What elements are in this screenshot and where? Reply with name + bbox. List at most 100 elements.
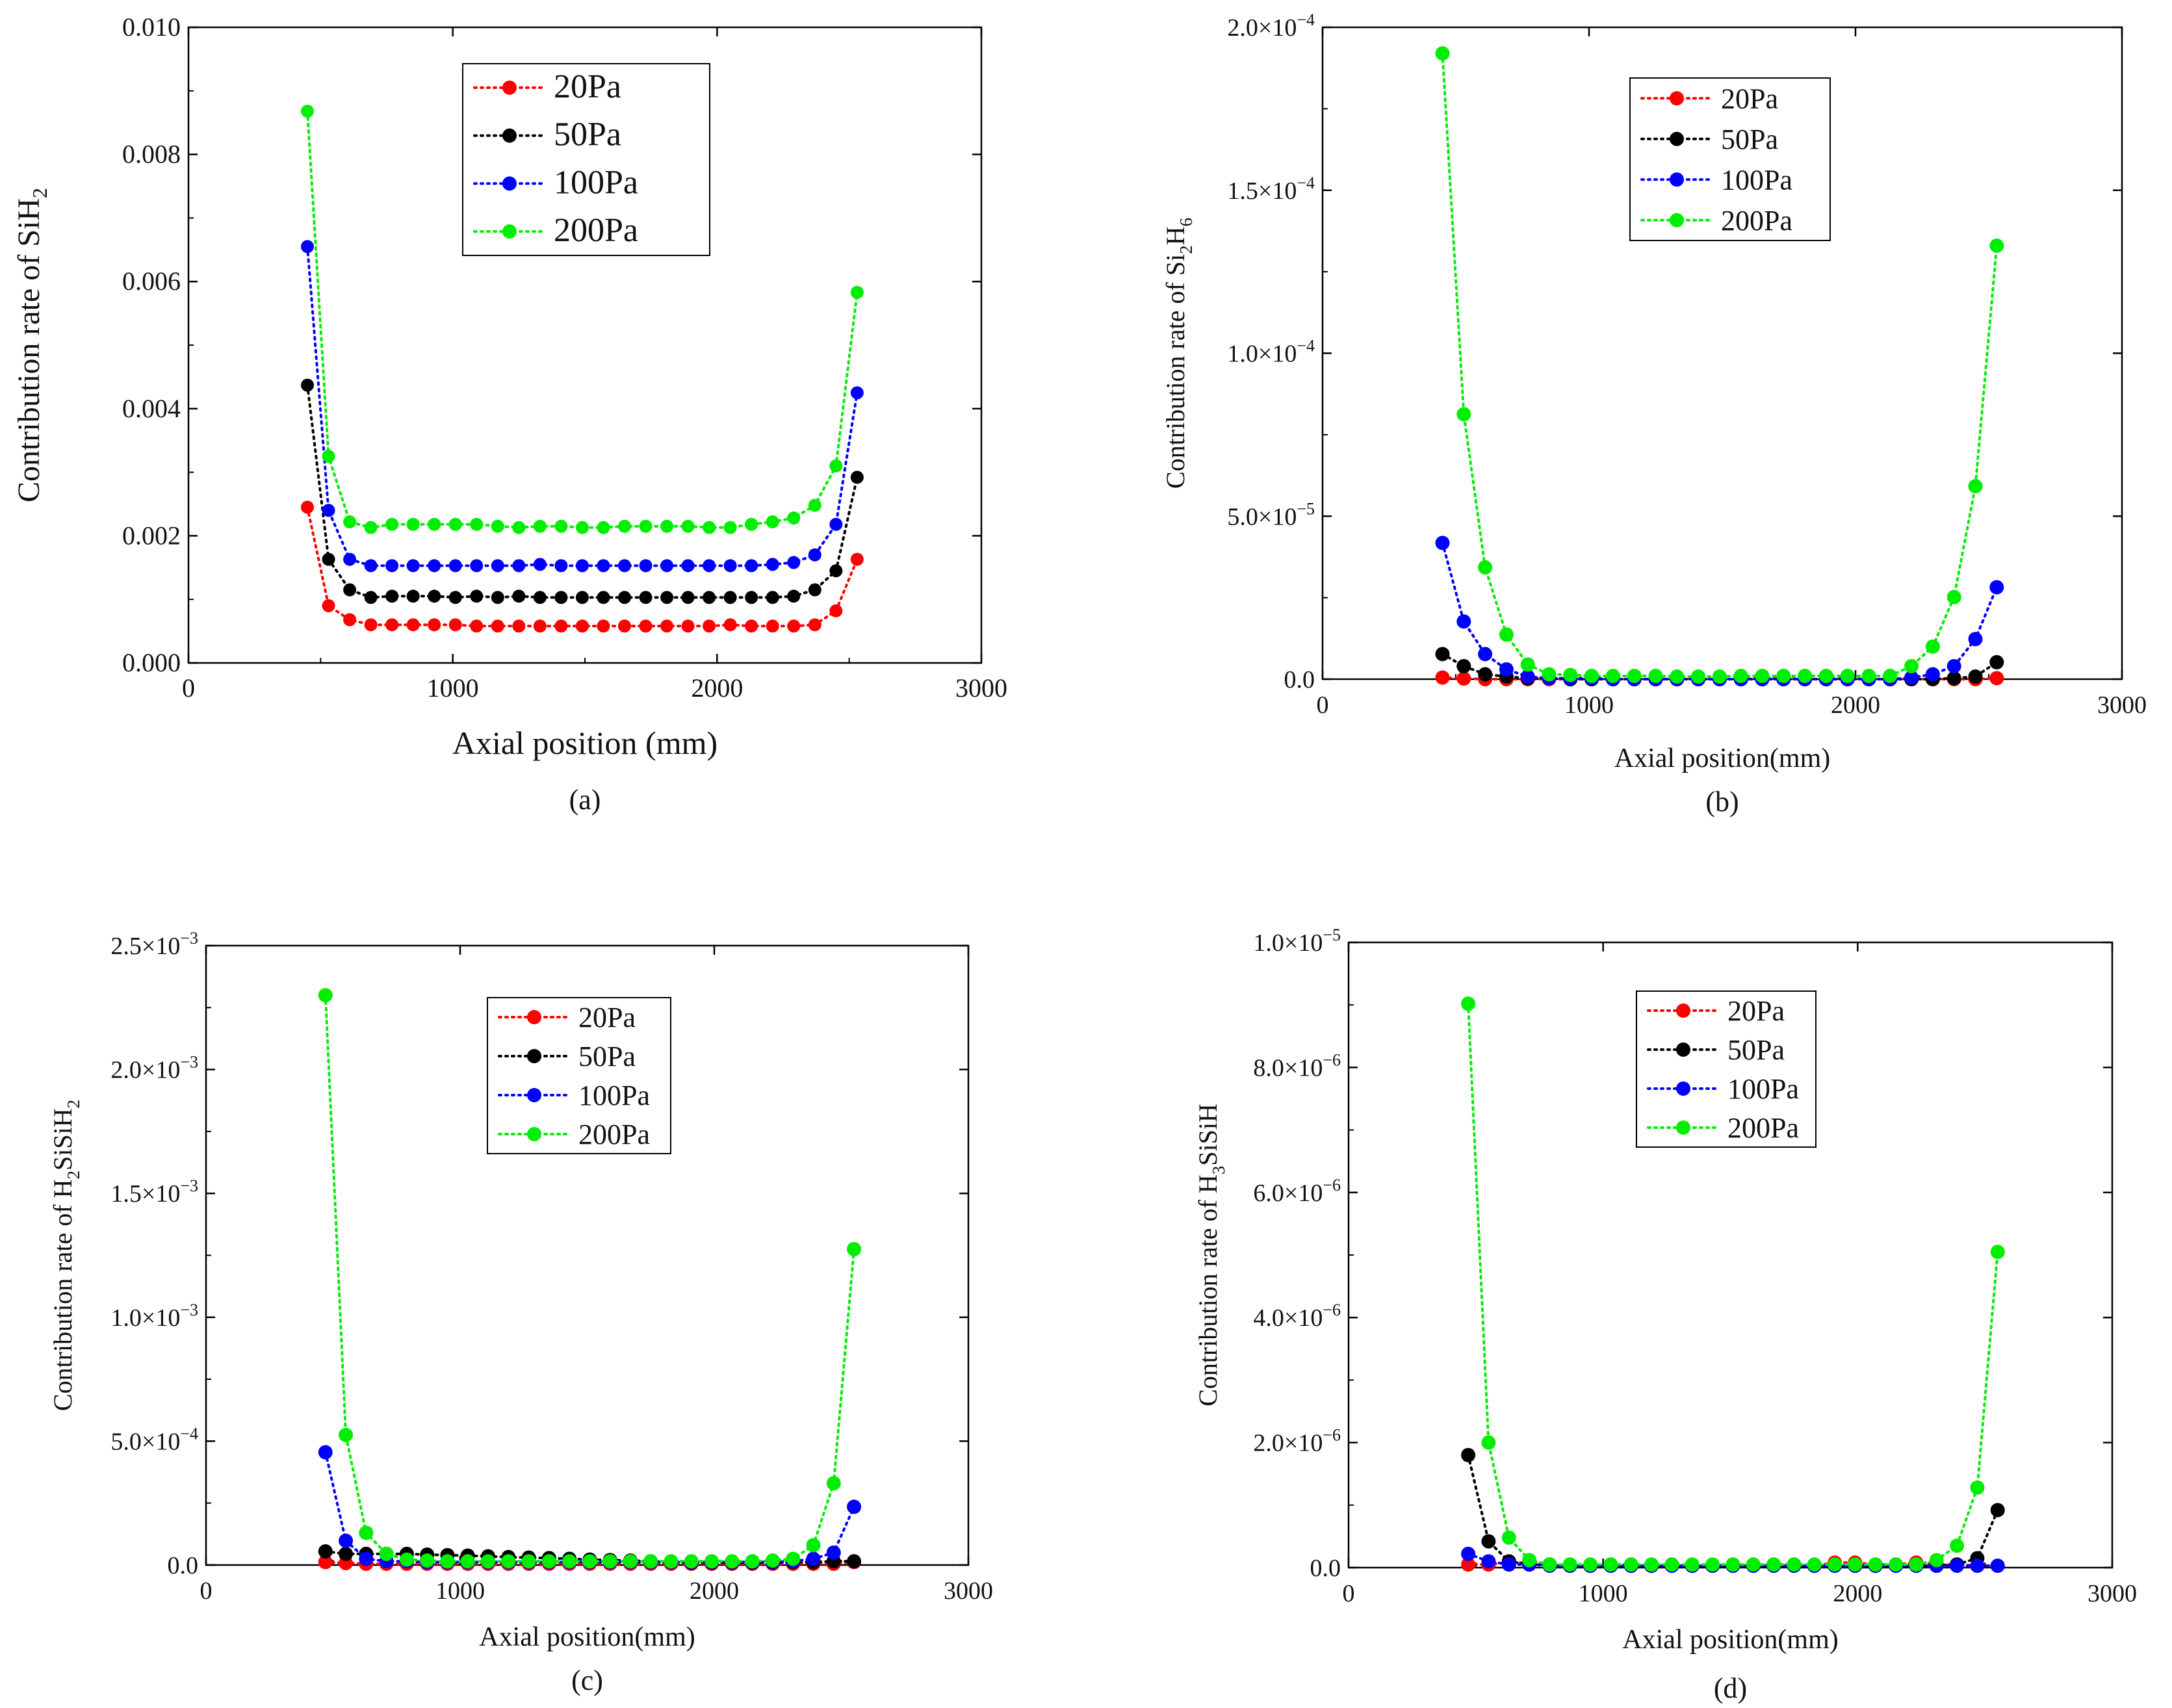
legend-marker-200Pa [527, 1127, 541, 1141]
data-point-100Pa [318, 1445, 333, 1460]
data-point-50Pa [339, 1546, 354, 1561]
legend-label-50Pa: 50Pa [578, 1041, 636, 1072]
data-point-200Pa [428, 517, 441, 531]
data-point-100Pa [512, 559, 526, 573]
data-point-20Pa [364, 618, 378, 632]
legend-marker-200Pa [1676, 1120, 1690, 1135]
data-point-200Pa [602, 1554, 617, 1569]
data-point-200Pa [660, 519, 674, 533]
data-point-200Pa [643, 1554, 658, 1569]
data-point-200Pa [1946, 589, 1961, 604]
data-point-100Pa [597, 559, 610, 573]
y-tick-label: 5.0×10−5 [1227, 499, 1315, 530]
data-point-200Pa [1481, 1435, 1496, 1450]
data-point-20Pa [343, 613, 357, 627]
x-axis-label: Axial position(mm) [479, 1622, 695, 1652]
y-tick-label: 1.0×10−4 [1227, 337, 1315, 368]
y-tick-label: 2.0×10−6 [1253, 1426, 1341, 1457]
data-point-20Pa [766, 619, 779, 633]
series-line-50Pa [306, 383, 859, 599]
y-tick-label: 2.0×10−3 [110, 1053, 198, 1084]
x-tick-label: 0 [1343, 1580, 1355, 1607]
data-point-20Pa [1989, 671, 2004, 686]
data-point-100Pa [322, 504, 335, 517]
data-point-200Pa [301, 105, 314, 118]
data-point-200Pa [1542, 667, 1557, 682]
legend-marker-100Pa [502, 176, 517, 191]
data-point-100Pa [385, 559, 399, 573]
data-point-20Pa [1461, 1557, 1476, 1572]
data-point-100Pa [301, 240, 314, 253]
legend-label-20Pa: 20Pa [554, 68, 621, 105]
data-point-200Pa [1520, 657, 1535, 672]
data-point-200Pa [808, 498, 821, 512]
data-point-200Pa [826, 1476, 841, 1491]
data-point-200Pa [1968, 479, 1983, 494]
data-point-20Pa [1435, 670, 1450, 685]
data-point-200Pa [1664, 1557, 1679, 1572]
data-point-100Pa [826, 1545, 841, 1560]
data-point-200Pa [1909, 1557, 1924, 1572]
y-tick-label: 0.0 [168, 1552, 199, 1579]
data-point-200Pa [420, 1553, 435, 1568]
data-point-50Pa [364, 591, 378, 604]
data-point-50Pa [618, 591, 631, 604]
data-point-50Pa [745, 591, 758, 604]
data-point-100Pa [745, 559, 758, 573]
legend-label-100Pa: 100Pa [554, 164, 638, 201]
data-point-50Pa [1481, 1534, 1496, 1549]
data-point-50Pa [597, 591, 610, 604]
y-tick-label: 0.006 [122, 266, 181, 296]
data-point-20Pa [829, 604, 843, 617]
x-tick-label: 0 [200, 1577, 213, 1605]
data-point-200Pa [1542, 1557, 1557, 1572]
data-point-200Pa [1499, 627, 1514, 642]
data-point-100Pa [1904, 670, 1919, 685]
data-point-200Pa [765, 1553, 780, 1568]
y-tick-label: 0.010 [122, 12, 181, 42]
legend-box [1629, 77, 1831, 241]
data-point-200Pa [745, 517, 758, 531]
figure-caption: (d) [1714, 1672, 1747, 1704]
data-point-20Pa [597, 619, 610, 633]
data-point-50Pa [1946, 671, 1961, 686]
data-point-200Pa [1705, 1557, 1720, 1572]
data-point-200Pa [339, 1427, 354, 1442]
data-point-50Pa [829, 564, 843, 578]
data-point-200Pa [440, 1554, 455, 1569]
data-point-100Pa [1481, 1554, 1496, 1569]
chart-panel-a: 0 1000 2000 3000 0.000 0.002 0.004 0.006 0.008 0.… [12, 12, 1007, 816]
data-point-200Pa [582, 1554, 597, 1569]
legend-label-100Pa: 100Pa [578, 1080, 650, 1111]
data-point-20Pa [618, 619, 631, 633]
data-point-50Pa [1435, 647, 1450, 662]
data-point-50Pa [318, 1544, 333, 1559]
data-point-200Pa [1807, 1557, 1822, 1572]
data-point-200Pa [681, 519, 695, 533]
data-point-50Pa [448, 591, 462, 604]
data-point-200Pa [1970, 1480, 1985, 1495]
data-point-100Pa [1478, 647, 1493, 662]
series-line-100Pa [324, 1451, 856, 1564]
data-point-200Pa [597, 521, 610, 534]
data-point-200Pa [322, 450, 335, 463]
data-point-50Pa [343, 583, 357, 597]
series-line-50Pa [1467, 1453, 1999, 1568]
x-tick-label: 3000 [955, 673, 1007, 703]
data-point-50Pa [850, 471, 864, 484]
data-point-200Pa [1623, 1557, 1638, 1572]
x-tick-label: 0 [1317, 692, 1329, 719]
data-point-20Pa [318, 1555, 333, 1570]
legend-marker-20Pa [1676, 1003, 1690, 1018]
data-point-50Pa [512, 589, 526, 603]
x-tick-label: 3000 [2097, 692, 2147, 719]
data-point-100Pa [1435, 536, 1450, 550]
data-point-50Pa [301, 378, 314, 392]
data-point-100Pa [448, 559, 462, 573]
data-point-100Pa [829, 517, 843, 531]
data-point-50Pa [660, 591, 674, 604]
y-tick-label: 2.0×10−4 [1227, 10, 1315, 42]
data-point-20Pa [639, 619, 653, 633]
data-point-200Pa [1787, 1557, 1802, 1572]
x-tick-label: 3000 [2088, 1580, 2137, 1607]
